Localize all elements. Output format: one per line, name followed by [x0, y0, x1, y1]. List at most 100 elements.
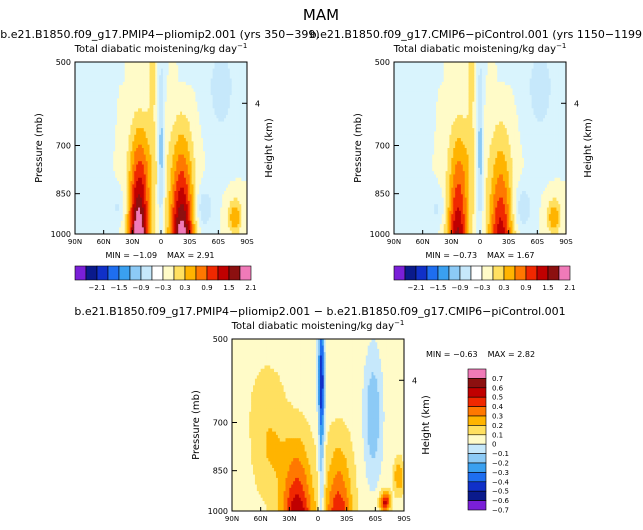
heatmap-cell	[118, 118, 122, 122]
heatmap-cell	[203, 134, 206, 139]
heatmap-cell	[212, 95, 215, 99]
heatmap-cell	[172, 174, 175, 179]
heatmap-cell	[183, 154, 187, 159]
heatmap-cell	[168, 108, 171, 113]
heatmap-cell	[218, 121, 221, 126]
heatmap-cell	[84, 124, 87, 129]
heatmap-cell	[75, 114, 78, 119]
heatmap-cell	[183, 138, 187, 142]
heatmap-cell	[183, 184, 187, 189]
heatmap-cell	[199, 181, 202, 185]
heatmap	[75, 62, 248, 235]
heatmap-cell	[235, 138, 238, 142]
heatmap-cell	[243, 161, 246, 165]
heatmap-cell	[80, 171, 84, 175]
heatmap-cell	[78, 154, 82, 159]
heatmap-cell	[224, 95, 227, 99]
heatmap-cell	[141, 78, 145, 83]
heatmap-cell	[220, 121, 223, 126]
heatmap-cell	[193, 157, 196, 162]
heatmap-cell	[130, 85, 133, 89]
heatmap-cell	[118, 148, 122, 152]
heatmap-cell	[126, 105, 129, 109]
heatmap-cell	[201, 148, 204, 152]
heatmap-cell	[136, 148, 139, 152]
heatmap-cell	[204, 108, 208, 113]
heatmap-cell	[86, 187, 89, 192]
heatmap-cell	[243, 62, 246, 66]
heatmap-cell	[143, 131, 147, 136]
heatmap-cell	[162, 71, 166, 76]
heatmap-cell	[94, 85, 97, 89]
heatmap-cell	[149, 62, 152, 66]
heatmap-cell	[107, 124, 110, 129]
heatmap-cell	[153, 157, 156, 162]
heatmap-cell	[201, 157, 204, 162]
heatmap-cell	[111, 134, 114, 139]
heatmap-cell	[113, 184, 116, 189]
heatmap-cell	[210, 95, 213, 99]
heatmap-cell	[187, 187, 191, 192]
heatmap-cell	[231, 65, 235, 70]
heatmap-cell	[164, 134, 168, 139]
heatmap-cell	[157, 157, 160, 162]
heatmap-cell	[174, 108, 177, 113]
heatmap-cell	[231, 131, 235, 136]
heatmap-cell	[206, 124, 210, 129]
heatmap-cell	[231, 101, 235, 106]
heatmap-cell	[227, 71, 231, 76]
heatmap-cell	[237, 177, 240, 182]
heatmap-cell	[161, 138, 164, 142]
heatmap-cell	[153, 191, 156, 195]
heatmap-cell	[136, 65, 139, 70]
heatmap-cell	[80, 75, 84, 79]
heatmap-cell	[115, 81, 118, 86]
heatmap-cell	[180, 118, 183, 122]
heatmap-cell	[214, 191, 217, 195]
heatmap-cell	[136, 187, 139, 192]
heatmap-cell	[241, 144, 244, 149]
heatmap-cell	[157, 177, 160, 182]
heatmap-cell	[229, 174, 233, 179]
heatmap-cell	[153, 121, 156, 126]
heatmap-cell	[162, 164, 166, 169]
heatmap-cell	[229, 138, 233, 142]
heatmap-cell	[75, 105, 78, 109]
heatmap-cell	[176, 124, 179, 129]
heatmap-cell	[224, 62, 227, 66]
heatmap-cell	[227, 177, 231, 182]
heatmap-cell	[134, 187, 137, 192]
heatmap-cell	[222, 138, 225, 142]
heatmap-cell	[183, 62, 187, 66]
heatmap-cell	[210, 111, 213, 116]
heatmap-cell	[84, 108, 87, 113]
heatmap-cell	[162, 171, 166, 175]
heatmap-cell	[174, 111, 177, 116]
heatmap-cell	[155, 167, 158, 172]
heatmap-cell	[107, 191, 110, 195]
heatmap-cell	[132, 124, 135, 129]
heatmap-cell	[103, 177, 106, 182]
heatmap-cell	[94, 191, 97, 195]
heatmap-cell	[212, 191, 215, 195]
heatmap-cell	[120, 131, 124, 136]
heatmap-cell	[90, 71, 93, 76]
heatmap-cell	[147, 78, 150, 83]
heatmap-cell	[80, 108, 84, 113]
heatmap-cell	[96, 141, 99, 146]
heatmap-cell	[195, 71, 198, 76]
heatmap-cell	[197, 68, 200, 73]
heatmap-cell	[225, 114, 229, 119]
heatmap-cell	[94, 118, 97, 122]
heatmap-cell	[206, 78, 210, 83]
heatmap-cell	[229, 85, 233, 89]
heatmap-cell	[227, 154, 231, 159]
heatmap-cell	[88, 138, 91, 142]
heatmap-cell	[107, 164, 110, 169]
heatmap-cell	[113, 88, 116, 93]
heatmap-cell	[151, 161, 154, 165]
heatmap-cell	[149, 101, 152, 106]
heatmap-cell	[84, 91, 87, 96]
heatmap-cell	[195, 148, 198, 152]
heatmap-cell	[97, 157, 101, 162]
